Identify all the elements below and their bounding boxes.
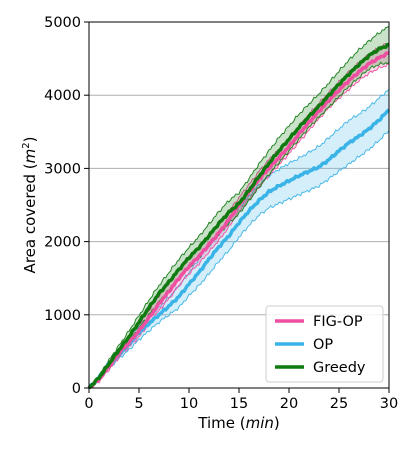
y-axis-label-sup: 2 [21,142,32,148]
legend: FIG-OP OP Greedy [265,305,384,383]
band-fig-op [89,42,389,389]
legend-label-fig-op: FIG-OP [313,314,363,330]
band-upper-greedy [88,25,390,389]
series-lines [87,42,391,390]
y-axis-label-prefix: Area covered ( [21,163,39,273]
x-axis-label-unit: min [246,414,274,432]
y-axis-label: Area covered (m2) [21,137,39,274]
y-tick-label-0: 0 [72,381,81,397]
y-tick-label-3000: 3000 [44,161,81,177]
axis-ticks: 0 5 10 15 20 25 30 0 1000 2000 3000 4000 5000 [44,15,398,412]
legend-label-greedy: Greedy [313,360,366,376]
x-axis-label-prefix: Time ( [197,414,245,432]
x-tick-label-15: 15 [230,396,248,412]
y-tick-label-5000: 5000 [44,15,81,31]
x-axis-label: Time (min) [197,414,280,432]
x-tick-label-20: 20 [280,396,298,412]
x-tick-label-25: 25 [330,396,348,412]
y-axis-label-unit: m [21,149,39,164]
x-tick-label-5: 5 [134,396,143,412]
band-lower-fig-op [88,63,390,389]
x-tick-label-10: 10 [180,396,198,412]
legend-label-op: OP [313,337,333,353]
x-tick-label-30: 30 [380,396,398,412]
y-axis-label-suffix: ) [21,137,39,143]
line-greedy [87,42,390,390]
x-axis-label-suffix: ) [274,414,280,432]
band-op [89,89,389,389]
legend-box [265,305,384,383]
y-tick-label-2000: 2000 [44,235,81,251]
band-lower-op [88,130,390,389]
y-tick-label-4000: 4000 [44,88,81,104]
x-tick-label-0: 0 [84,396,93,412]
y-tick-label-1000: 1000 [44,308,81,324]
